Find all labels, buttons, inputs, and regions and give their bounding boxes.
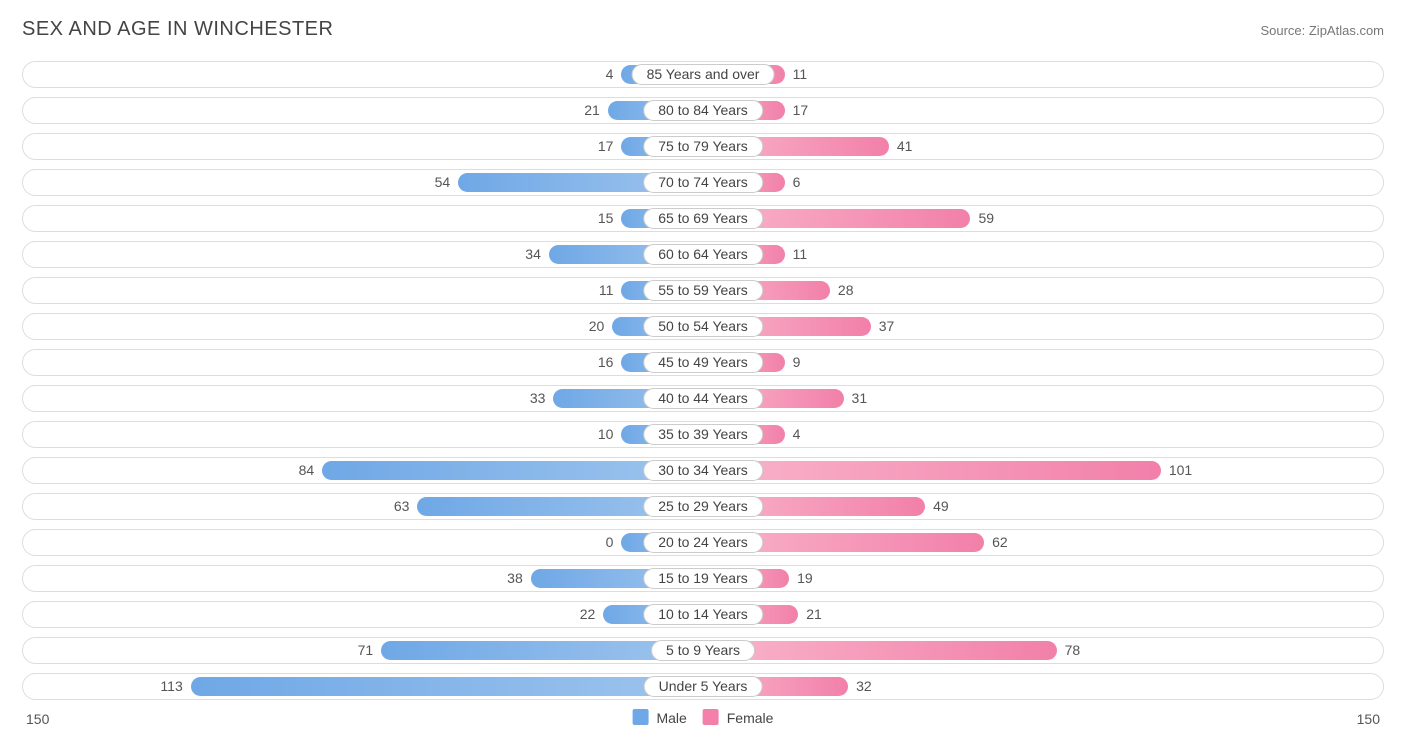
chart-row: 0 62 20 to 24 Years xyxy=(22,529,1384,556)
legend-female: Female xyxy=(703,709,774,726)
female-value: 21 xyxy=(806,605,822,624)
category-label: 5 to 9 Years xyxy=(651,640,755,661)
chart-row: 113 32 Under 5 Years xyxy=(22,673,1384,700)
category-label: 65 to 69 Years xyxy=(643,208,763,229)
female-value: 101 xyxy=(1169,461,1192,480)
category-label: 30 to 34 Years xyxy=(643,460,763,481)
chart-row: 63 49 25 to 29 Years xyxy=(22,493,1384,520)
category-label: 25 to 29 Years xyxy=(643,496,763,517)
category-label: 85 Years and over xyxy=(632,64,775,85)
male-value: 113 xyxy=(160,677,182,696)
population-pyramid-chart: 4 11 85 Years and over 21 17 80 to 84 Years 17… xyxy=(22,61,1384,700)
category-label: 55 to 59 Years xyxy=(643,280,763,301)
chart-row: 84 101 30 to 34 Years xyxy=(22,457,1384,484)
chart-row: 16 9 45 to 49 Years xyxy=(22,349,1384,376)
legend-male-label: Male xyxy=(656,710,686,726)
male-value: 22 xyxy=(580,605,596,624)
female-value: 28 xyxy=(838,281,854,300)
category-label: 15 to 19 Years xyxy=(643,568,763,589)
chart-row: 38 19 15 to 19 Years xyxy=(22,565,1384,592)
chart-header: SEX AND AGE IN WINCHESTER Source: ZipAtl… xyxy=(22,18,1384,41)
chart-row: 17 41 75 to 79 Years xyxy=(22,133,1384,160)
axis-max-left: 150 xyxy=(26,711,49,727)
chart-row: 4 11 85 Years and over xyxy=(22,61,1384,88)
male-value: 0 xyxy=(606,533,614,552)
female-value: 11 xyxy=(793,65,808,84)
chart-row: 20 37 50 to 54 Years xyxy=(22,313,1384,340)
female-value: 9 xyxy=(793,353,801,372)
male-value: 71 xyxy=(358,641,374,660)
female-value: 62 xyxy=(992,533,1008,552)
female-value: 31 xyxy=(852,389,868,408)
legend-row: 150 150 Male Female xyxy=(22,709,1384,731)
chart-row: 10 4 35 to 39 Years xyxy=(22,421,1384,448)
chart-row: 71 78 5 to 9 Years xyxy=(22,637,1384,664)
category-label: 40 to 44 Years xyxy=(643,388,763,409)
chart-row: 22 21 10 to 14 Years xyxy=(22,601,1384,628)
legend-female-label: Female xyxy=(727,710,774,726)
category-label: 70 to 74 Years xyxy=(643,172,763,193)
female-value: 37 xyxy=(879,317,895,336)
male-value: 11 xyxy=(599,281,614,300)
female-value: 6 xyxy=(793,173,801,192)
male-value: 4 xyxy=(606,65,614,84)
female-value: 11 xyxy=(793,245,808,264)
female-value: 49 xyxy=(933,497,949,516)
chart-row: 15 59 65 to 69 Years xyxy=(22,205,1384,232)
legend-male-swatch xyxy=(633,709,649,725)
category-label: Under 5 Years xyxy=(644,676,763,697)
male-value: 38 xyxy=(507,569,523,588)
category-label: 60 to 64 Years xyxy=(643,244,763,265)
male-value: 34 xyxy=(525,245,541,264)
chart-title: SEX AND AGE IN WINCHESTER xyxy=(22,18,333,41)
female-bar xyxy=(703,641,1057,660)
male-value: 84 xyxy=(299,461,315,480)
male-value: 20 xyxy=(589,317,605,336)
male-value: 21 xyxy=(584,101,600,120)
legend: Male Female xyxy=(633,709,774,726)
chart-row: 21 17 80 to 84 Years xyxy=(22,97,1384,124)
category-label: 10 to 14 Years xyxy=(643,604,763,625)
category-label: 45 to 49 Years xyxy=(643,352,763,373)
legend-female-swatch xyxy=(703,709,719,725)
male-value: 17 xyxy=(598,137,614,156)
male-value: 33 xyxy=(530,389,546,408)
female-value: 59 xyxy=(978,209,994,228)
category-label: 35 to 39 Years xyxy=(643,424,763,445)
category-label: 75 to 79 Years xyxy=(643,136,763,157)
chart-row: 54 6 70 to 74 Years xyxy=(22,169,1384,196)
male-value: 10 xyxy=(598,425,614,444)
category-label: 20 to 24 Years xyxy=(643,532,763,553)
male-value: 54 xyxy=(435,173,451,192)
male-bar xyxy=(191,677,703,696)
chart-source: Source: ZipAtlas.com xyxy=(1260,23,1384,38)
male-value: 15 xyxy=(598,209,614,228)
female-value: 4 xyxy=(793,425,801,444)
female-value: 41 xyxy=(897,137,913,156)
female-value: 17 xyxy=(793,101,809,120)
male-value: 63 xyxy=(394,497,410,516)
female-value: 19 xyxy=(797,569,813,588)
female-value: 32 xyxy=(856,677,872,696)
chart-row: 11 28 55 to 59 Years xyxy=(22,277,1384,304)
female-value: 78 xyxy=(1065,641,1081,660)
female-bar xyxy=(703,461,1161,480)
category-label: 80 to 84 Years xyxy=(643,100,763,121)
axis-max-right: 150 xyxy=(1357,711,1380,727)
chart-row: 34 11 60 to 64 Years xyxy=(22,241,1384,268)
category-label: 50 to 54 Years xyxy=(643,316,763,337)
legend-male: Male xyxy=(633,709,687,726)
male-value: 16 xyxy=(598,353,614,372)
chart-row: 33 31 40 to 44 Years xyxy=(22,385,1384,412)
